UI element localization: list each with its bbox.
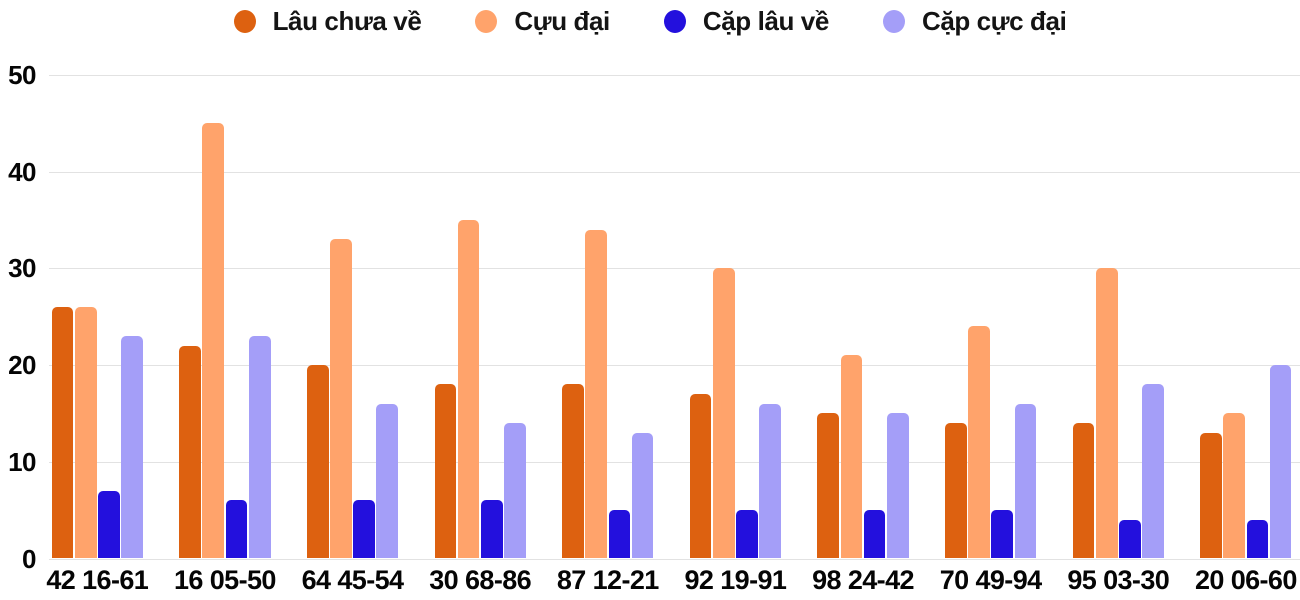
bar[interactable] xyxy=(689,394,712,559)
bar[interactable] xyxy=(759,403,781,559)
bar[interactable] xyxy=(863,510,886,559)
xtick-label: 16 05-50 xyxy=(174,565,276,595)
bar[interactable] xyxy=(712,268,735,559)
legend-marker-icon xyxy=(882,10,905,33)
legend-label: Lâu chưa về xyxy=(272,6,422,36)
legend-label: Cặp lâu về xyxy=(702,6,829,36)
bar[interactable] xyxy=(376,403,399,559)
bar[interactable] xyxy=(504,423,526,559)
bar[interactable] xyxy=(225,500,248,559)
bar[interactable] xyxy=(480,500,503,559)
ytick-label-20: 20 xyxy=(8,350,36,381)
xtick-label: 98 24-42 xyxy=(812,565,914,595)
legend-item-cap-lau-ve[interactable]: Cặp lâu về xyxy=(663,6,829,37)
bar[interactable] xyxy=(840,355,863,559)
gridline-y-50 xyxy=(49,75,1300,76)
bar[interactable] xyxy=(1095,268,1118,559)
ytick-label-10: 10 xyxy=(8,446,36,477)
bar[interactable] xyxy=(1142,384,1164,559)
bar[interactable] xyxy=(457,220,480,559)
gridline-y-0 xyxy=(49,558,1300,560)
legend-label: Cựu đại xyxy=(514,6,610,36)
xtick-label: 64 45-54 xyxy=(301,565,404,595)
bar[interactable] xyxy=(51,307,74,559)
gridline-y-40 xyxy=(49,171,1300,173)
bar[interactable] xyxy=(585,229,608,559)
bar[interactable] xyxy=(968,326,990,559)
legend-label: Cặp cực đại xyxy=(921,6,1067,36)
bar[interactable] xyxy=(736,510,758,559)
bar[interactable] xyxy=(202,123,225,559)
ytick-label-30: 30 xyxy=(8,253,36,284)
ytick-label-50: 50 xyxy=(8,60,36,90)
xtick-label: 70 49-94 xyxy=(939,565,1042,595)
gridline-y-10 xyxy=(49,461,1300,463)
xtick-label: 92 19-91 xyxy=(684,565,787,595)
xtick-label: 20 06-60 xyxy=(1194,565,1297,595)
bar[interactable] xyxy=(991,510,1014,559)
ytick-label-40: 40 xyxy=(8,156,36,187)
gridline-y-20 xyxy=(49,365,1300,367)
xtick-label: 95 03-30 xyxy=(1067,565,1170,595)
bar[interactable] xyxy=(1246,519,1269,559)
legend-marker-icon xyxy=(663,10,686,33)
bar[interactable] xyxy=(306,365,329,559)
bar[interactable] xyxy=(817,413,840,559)
bar[interactable] xyxy=(1200,432,1222,559)
legend-item-lau-chua-ve[interactable]: Lâu chưa về xyxy=(233,6,422,37)
legend-marker-icon xyxy=(475,10,498,33)
bar[interactable] xyxy=(1119,519,1141,559)
bar[interactable] xyxy=(886,413,909,559)
bar[interactable] xyxy=(1014,403,1037,559)
ytick-label-0: 0 xyxy=(22,543,36,574)
bar[interactable] xyxy=(248,336,271,559)
bar[interactable] xyxy=(562,384,584,559)
xtick-label: 87 12-21 xyxy=(556,565,659,595)
bar[interactable] xyxy=(179,345,201,559)
bar[interactable] xyxy=(608,510,631,559)
bar[interactable] xyxy=(121,336,143,559)
bar[interactable] xyxy=(98,490,120,559)
bar[interactable] xyxy=(631,432,654,559)
xtick-label: 42 16-61 xyxy=(46,565,149,595)
chart-legend: Lâu chưa về Cựu đại Cặp lâu về Cặp cực đ… xyxy=(0,6,1300,37)
legend-marker-icon xyxy=(233,10,256,33)
gridline-y-30 xyxy=(49,268,1300,270)
bar[interactable] xyxy=(353,500,375,559)
bar[interactable] xyxy=(330,239,352,559)
legend-item-cap-cuc-dai[interactable]: Cặp cực đại xyxy=(882,6,1067,37)
xtick-label: 30 68-86 xyxy=(429,565,532,595)
legend-item-cuu-dai[interactable]: Cựu đại xyxy=(475,6,610,37)
bar[interactable] xyxy=(945,423,967,559)
bar[interactable] xyxy=(1223,413,1246,559)
bar[interactable] xyxy=(434,384,457,559)
bar[interactable] xyxy=(1269,365,1292,559)
bar[interactable] xyxy=(1072,423,1095,559)
bar[interactable] xyxy=(74,307,97,559)
